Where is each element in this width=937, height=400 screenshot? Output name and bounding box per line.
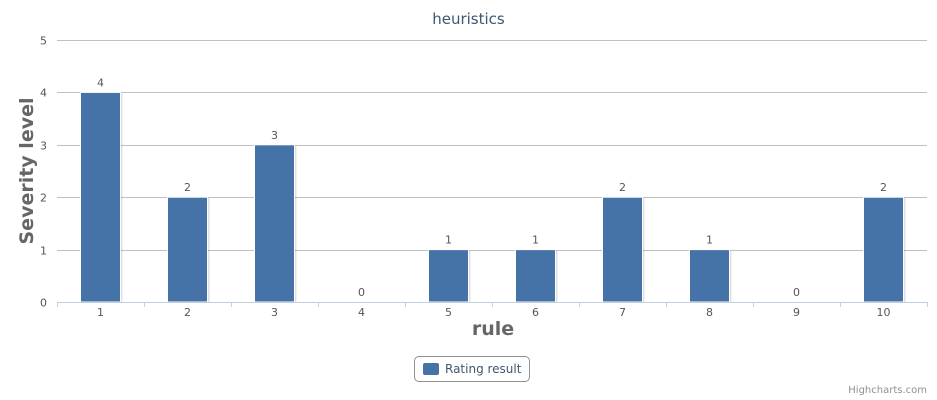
- x-tick-label: 2: [184, 306, 191, 319]
- data-label: 3: [271, 129, 278, 142]
- legend-swatch-icon: [423, 363, 439, 375]
- bar[interactable]: [167, 196, 208, 303]
- legend-item-rating-result[interactable]: Rating result: [414, 356, 531, 382]
- data-labels: 4 2 3 0 1 1 2 1 0 2: [97, 76, 887, 299]
- legend-label: Rating result: [445, 362, 522, 376]
- chart-title: heuristics: [432, 10, 505, 28]
- y-tick-label: 0: [40, 297, 47, 310]
- bar[interactable]: [515, 249, 556, 303]
- x-axis-title: rule: [472, 318, 514, 340]
- data-label: 4: [97, 76, 104, 89]
- bar[interactable]: [689, 249, 730, 303]
- x-tick-label: 1: [97, 306, 104, 319]
- y-tick-label: 1: [40, 245, 47, 258]
- data-label: 0: [358, 286, 365, 299]
- y-axis-title: Severity level: [16, 98, 38, 245]
- x-tick-label: 5: [445, 306, 452, 319]
- bar[interactable]: [602, 196, 643, 303]
- x-axis-tick-labels: 1 2 3 4 5 6 7 8 9 10: [97, 306, 891, 319]
- x-tick-label: 8: [706, 306, 713, 319]
- data-label: 1: [532, 234, 539, 247]
- data-label: 0: [793, 286, 800, 299]
- x-tick-label: 9: [793, 306, 800, 319]
- bar[interactable]: [80, 91, 121, 303]
- y-axis-tick-labels: 0 1 2 3 4 5: [40, 35, 47, 310]
- x-axis: [57, 302, 928, 307]
- bar-series: [80, 91, 906, 304]
- data-label: 2: [619, 181, 626, 194]
- data-label: 2: [880, 181, 887, 194]
- bar[interactable]: [863, 196, 904, 303]
- x-tick-label: 4: [358, 306, 365, 319]
- data-label: 1: [706, 234, 713, 247]
- x-tick-label: 7: [619, 306, 626, 319]
- bar[interactable]: [428, 249, 469, 303]
- credits-link[interactable]: Highcharts.com: [848, 385, 927, 396]
- x-tick-label: 10: [877, 306, 891, 319]
- y-tick-label: 5: [40, 35, 47, 48]
- y-tick-label: 3: [40, 140, 47, 153]
- y-tick-label: 4: [40, 87, 47, 100]
- x-tick-label: 6: [532, 306, 539, 319]
- data-label: 2: [184, 181, 191, 194]
- y-tick-label: 2: [40, 192, 47, 205]
- x-tick-label: 3: [271, 306, 278, 319]
- bar[interactable]: [254, 144, 295, 303]
- data-label: 1: [445, 234, 452, 247]
